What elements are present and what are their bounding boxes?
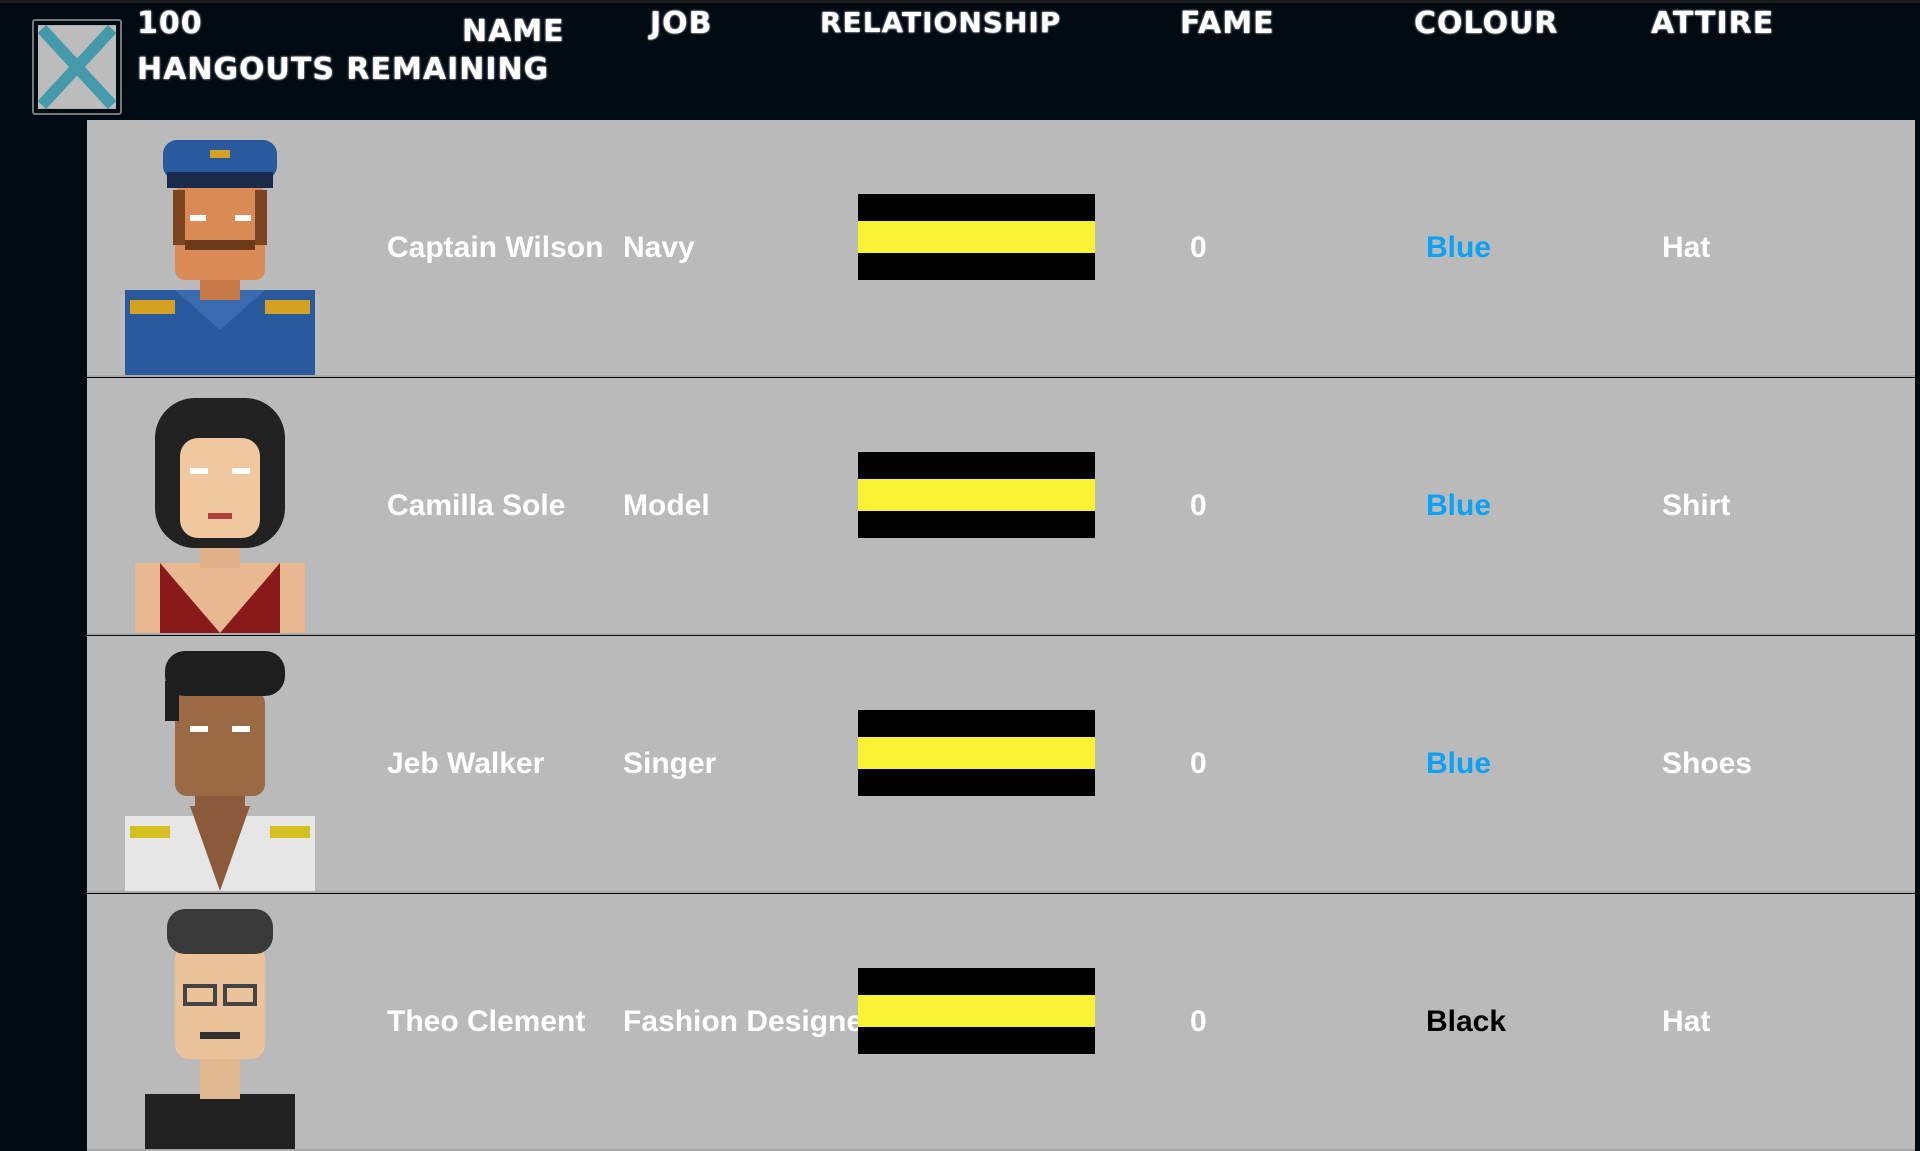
person-job: Navy bbox=[623, 230, 695, 264]
person-row[interactable]: Theo Clement Fashion Designer 0 Black Ha… bbox=[87, 894, 1915, 1151]
relationship-bar-fill bbox=[858, 737, 1095, 769]
person-name: Jeb Walker bbox=[387, 746, 545, 780]
person-name: Captain Wilson bbox=[387, 230, 604, 264]
relationship-bar-fill bbox=[858, 995, 1095, 1027]
person-attire: Hat bbox=[1662, 1004, 1711, 1038]
relationship-bar bbox=[858, 710, 1095, 796]
person-attire: Shoes bbox=[1662, 746, 1753, 780]
close-button[interactable] bbox=[32, 19, 122, 115]
designer-man-portrait bbox=[145, 909, 295, 1149]
person-colour: Blue bbox=[1426, 230, 1492, 264]
person-row[interactable]: Captain Wilson Navy 0 Blue Hat bbox=[87, 120, 1915, 377]
relationship-bar bbox=[858, 452, 1095, 538]
person-colour: Black bbox=[1426, 1004, 1507, 1038]
relationship-bar bbox=[858, 194, 1095, 280]
person-job: Singer bbox=[623, 746, 717, 780]
column-header-colour: Colour bbox=[1414, 6, 1559, 41]
person-fame: 0 bbox=[1190, 488, 1207, 522]
hangouts-label: Hangouts Remaining bbox=[137, 52, 550, 87]
person-fame: 0 bbox=[1190, 230, 1207, 264]
person-name: Camilla Sole bbox=[387, 488, 566, 522]
relationship-bar-fill bbox=[858, 221, 1095, 253]
hangouts-count: 100 bbox=[137, 6, 203, 41]
column-header-name: Name bbox=[462, 14, 565, 49]
column-header-relationship: Relationship bbox=[820, 6, 1062, 39]
model-woman-portrait bbox=[135, 398, 305, 633]
person-fame: 0 bbox=[1190, 1004, 1207, 1038]
person-job: Model bbox=[623, 488, 710, 522]
column-header-attire: Attire bbox=[1651, 6, 1775, 41]
relationship-bar bbox=[858, 968, 1095, 1054]
person-row[interactable]: Camilla Sole Model 0 Blue Shirt bbox=[87, 378, 1915, 635]
person-fame: 0 bbox=[1190, 746, 1207, 780]
top-strip bbox=[0, 0, 1920, 3]
navy-captain-portrait bbox=[125, 140, 315, 375]
person-colour: Blue bbox=[1426, 746, 1492, 780]
person-row[interactable]: Jeb Walker Singer 0 Blue Shoes bbox=[87, 636, 1915, 893]
person-colour: Blue bbox=[1426, 488, 1492, 522]
column-header-fame: Fame bbox=[1180, 6, 1275, 41]
person-attire: Shirt bbox=[1662, 488, 1731, 522]
column-header-job: Job bbox=[650, 6, 713, 41]
singer-man-portrait bbox=[125, 651, 315, 891]
close-x-icon bbox=[38, 25, 116, 109]
person-name: Theo Clement bbox=[387, 1004, 586, 1038]
person-job: Fashion Designer bbox=[623, 1004, 875, 1038]
relationship-bar-fill bbox=[858, 479, 1095, 511]
person-attire: Hat bbox=[1662, 230, 1711, 264]
